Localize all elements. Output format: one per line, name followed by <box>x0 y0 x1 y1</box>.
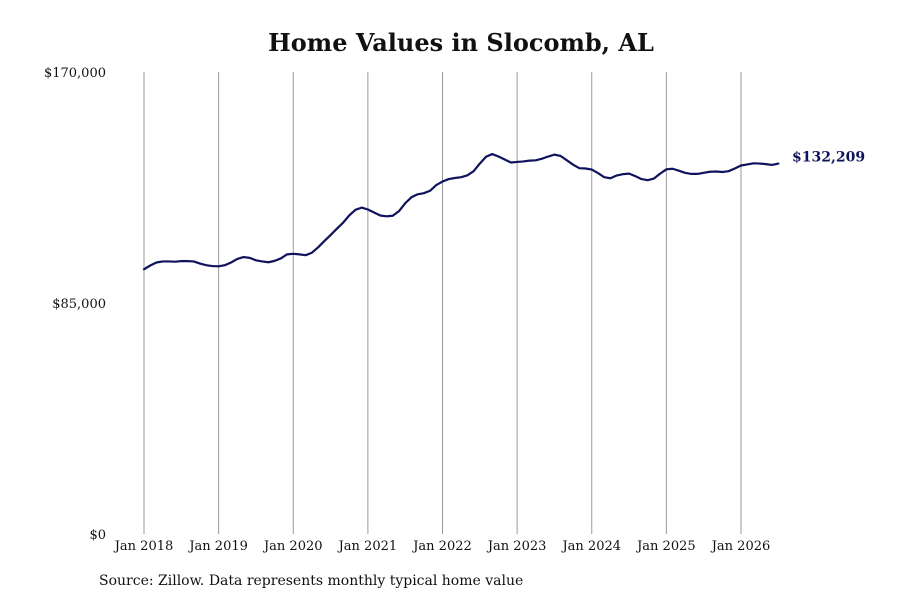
y-tick-label: $170,000 <box>44 66 106 81</box>
latest-value-label: $132,209 <box>792 150 865 166</box>
x-tick-label: Jan 2021 <box>337 539 398 554</box>
x-tick-label: Jan 2018 <box>113 539 174 554</box>
x-tick-label: Jan 2026 <box>710 539 771 554</box>
x-tick-label: Jan 2020 <box>262 539 323 554</box>
x-tick-label: Jan 2025 <box>635 539 696 554</box>
source-note: Source: Zillow. Data represents monthly … <box>99 573 524 589</box>
x-tick-label: Jan 2024 <box>560 539 621 554</box>
x-tick-label: Jan 2023 <box>486 539 547 554</box>
y-tick-label: $85,000 <box>52 297 106 312</box>
x-tick-label: Jan 2022 <box>411 539 472 554</box>
gridlines <box>143 72 742 534</box>
home-value-line <box>142 152 780 271</box>
x-tick-label: Jan 2019 <box>187 539 248 554</box>
y-tick-label: $0 <box>89 528 106 543</box>
y-axis-ticks: $0 $85,000 $170,000 <box>44 66 106 543</box>
chart-title: Home Values in Slocomb, AL <box>268 28 654 57</box>
x-axis-ticks: Jan 2018 Jan 2019 Jan 2020 Jan 2021 Jan 2022… <box>113 539 771 554</box>
